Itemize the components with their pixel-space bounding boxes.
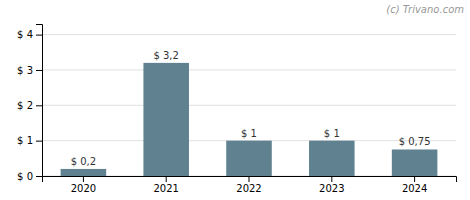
y-tick-mark	[36, 141, 42, 142]
x-tick-mark	[331, 176, 332, 182]
data-label: $ 1	[241, 128, 257, 139]
data-label: $ 3,2	[153, 50, 178, 61]
y-tick-label: $ 3	[17, 65, 33, 76]
x-tick-label: 2024	[402, 183, 427, 194]
bar	[392, 149, 438, 176]
x-tick-mark	[166, 176, 167, 182]
data-label: $ 0,75	[399, 136, 431, 147]
x-tick: 2024	[402, 176, 427, 194]
y-tick-mark	[36, 35, 42, 36]
grid-line	[42, 69, 456, 70]
y-tick-mark	[36, 176, 42, 177]
chart-container: $ 0 $ 1 $ 2 $ 3 $ 4 2020 2021 2022 2023 2024 $ 0,2…	[0, 0, 470, 200]
x-tick-label: 2022	[236, 183, 261, 194]
x-axis-line	[43, 177, 457, 183]
y-tick: $ 2	[17, 100, 42, 111]
annotation: (c) Trivano.com	[386, 4, 464, 15]
grid	[42, 35, 456, 176]
x-tick-label: 2021	[153, 183, 178, 194]
y-tick: $ 0	[17, 171, 42, 182]
bar	[143, 63, 189, 176]
bar	[309, 141, 355, 176]
bar	[61, 169, 107, 176]
y-tick-label: $ 2	[17, 100, 33, 111]
chart-svg: $ 0 $ 1 $ 2 $ 3 $ 4 2020 2021 2022 2023 2024 $ 0,2…	[0, 0, 470, 200]
x-tick: 2021	[153, 176, 178, 194]
grid-line	[42, 105, 456, 106]
y-tick: $ 3	[17, 65, 42, 76]
x-tick-mark	[414, 176, 415, 182]
data-labels: $ 0,2 $ 3,2 $ 1 $ 1 $ 0,75	[71, 50, 431, 167]
y-tick: $ 1	[17, 135, 42, 146]
y-tick-mark	[36, 105, 42, 106]
bar	[226, 141, 272, 176]
y-tick-label: $ 4	[17, 29, 33, 40]
x-tick-mark	[249, 176, 250, 182]
x-tick: 2023	[319, 176, 344, 194]
plot-area: $ 0 $ 1 $ 2 $ 3 $ 4 2020 2021 2022 2023 2024 $ 0,2…	[17, 25, 456, 195]
y-axis-line	[36, 25, 43, 177]
y-tick-label: $ 0	[17, 171, 33, 182]
y-tick-label: $ 1	[17, 135, 33, 146]
x-tick-label: 2020	[71, 183, 96, 194]
y-tick: $ 4	[17, 29, 42, 40]
x-axis: 2020 2021 2022 2023 2024	[43, 176, 457, 194]
x-tick: 2022	[236, 176, 261, 194]
y-axis: $ 0 $ 1 $ 2 $ 3 $ 4	[17, 25, 42, 182]
y-tick-mark	[36, 70, 42, 71]
x-tick-mark	[83, 176, 84, 182]
bars	[61, 63, 438, 176]
grid-line	[42, 34, 456, 35]
data-label: $ 0,2	[71, 156, 96, 167]
data-label: $ 1	[324, 128, 340, 139]
x-tick: 2020	[71, 176, 96, 194]
x-tick-label: 2023	[319, 183, 344, 194]
